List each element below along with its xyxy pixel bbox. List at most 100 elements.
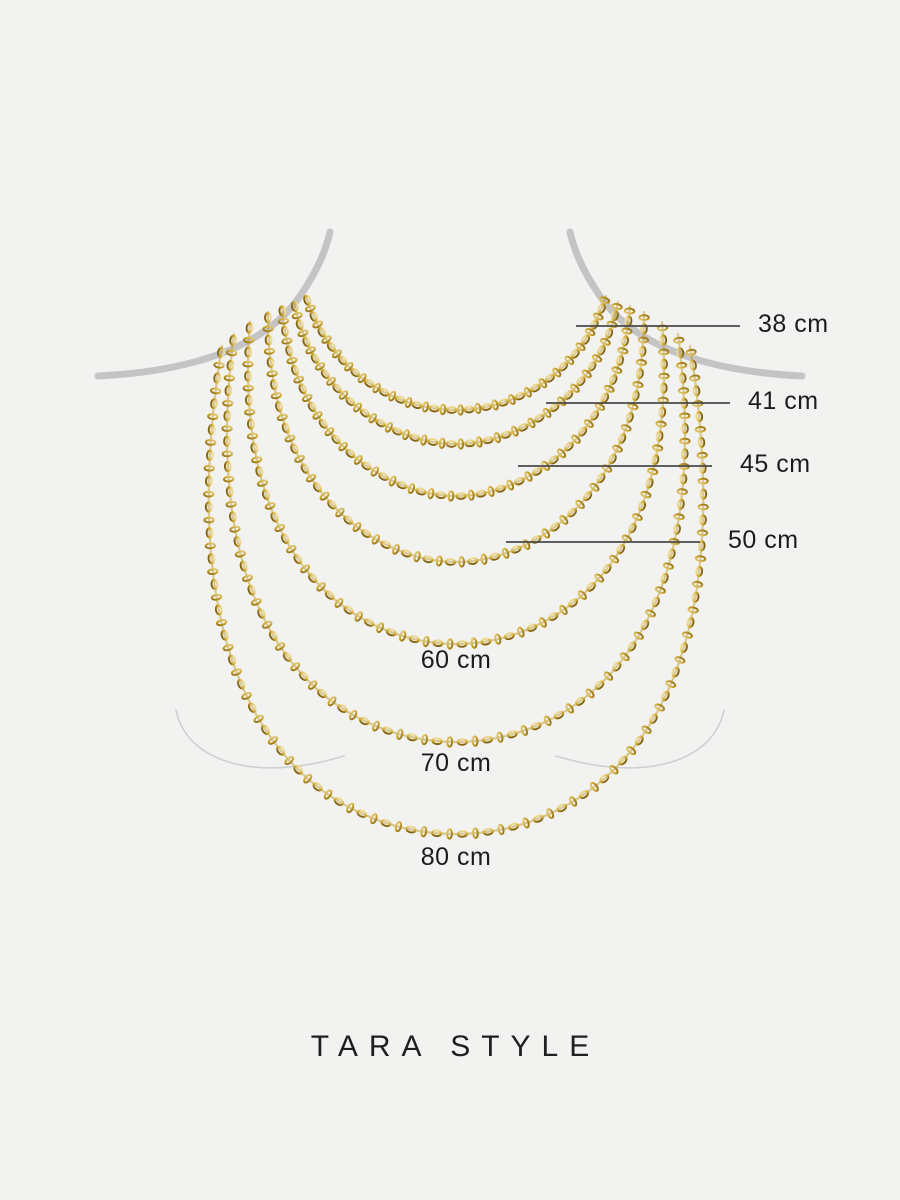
chain-link xyxy=(491,399,499,411)
chain-link xyxy=(248,702,257,713)
chain-link xyxy=(370,466,380,477)
chain-link xyxy=(213,372,222,384)
chain-link xyxy=(645,609,656,618)
chain-link xyxy=(372,382,381,394)
chain-link xyxy=(293,764,304,775)
chain-link xyxy=(480,402,493,411)
chain-link xyxy=(217,346,225,358)
chain-link xyxy=(372,720,380,732)
chain-link xyxy=(317,326,327,338)
chain-link xyxy=(405,825,417,834)
chain-link xyxy=(604,327,614,339)
chain-link xyxy=(541,528,551,539)
chain-link xyxy=(609,765,619,775)
chain-link xyxy=(546,808,555,819)
chain-link xyxy=(688,359,697,371)
chain-link xyxy=(354,611,363,622)
chain-link xyxy=(447,490,455,502)
chain-link xyxy=(654,586,666,594)
chain-link xyxy=(564,441,574,452)
chain-link xyxy=(510,425,519,437)
chain-link xyxy=(290,662,301,672)
chain-link xyxy=(506,730,518,739)
chain-link xyxy=(277,317,290,325)
necklace-70 xyxy=(221,332,691,748)
chain-link xyxy=(530,721,542,731)
necklace-80 xyxy=(203,344,709,840)
chain-link xyxy=(553,710,565,720)
chain-link xyxy=(679,437,691,445)
chain-link xyxy=(620,424,632,432)
chain-link xyxy=(241,691,252,700)
chain-link xyxy=(456,829,469,838)
chain-link xyxy=(388,390,397,402)
chain-link xyxy=(635,359,648,366)
chain-link xyxy=(510,545,522,554)
chain-link xyxy=(543,715,552,727)
chain-link xyxy=(687,606,699,614)
chain-link xyxy=(332,383,342,394)
chain-link xyxy=(264,312,272,324)
chain-link xyxy=(326,341,337,352)
chain-link xyxy=(338,441,348,452)
chain-link xyxy=(262,325,274,333)
chain-link xyxy=(639,323,648,335)
chain-link xyxy=(627,402,639,411)
chain-link xyxy=(647,467,659,476)
chain-link xyxy=(207,413,219,421)
chain-link xyxy=(625,411,634,423)
chain-link xyxy=(295,319,304,330)
chain-link xyxy=(204,438,217,446)
chain-link xyxy=(676,488,688,496)
chain-link xyxy=(674,656,686,664)
chain-link xyxy=(246,432,259,440)
chain-link xyxy=(457,438,465,450)
chain-link xyxy=(602,563,612,574)
chain-link xyxy=(411,400,423,409)
chain-link xyxy=(380,818,392,828)
chain-link xyxy=(662,562,674,570)
chain-link xyxy=(261,724,271,735)
chain-link xyxy=(324,590,335,600)
chain-link xyxy=(204,542,217,550)
chain-link xyxy=(508,822,520,831)
chain-link xyxy=(696,529,709,537)
chain-link xyxy=(685,348,697,356)
chain-link xyxy=(318,418,328,429)
chain-link xyxy=(699,514,707,526)
chain-link xyxy=(398,630,407,642)
chain-link xyxy=(270,392,283,400)
necklace-50 xyxy=(262,310,650,568)
chain-link xyxy=(532,814,544,823)
chain-link xyxy=(627,641,637,652)
chain-link xyxy=(274,642,286,651)
chain-link xyxy=(237,678,246,690)
chain-link xyxy=(244,408,256,416)
chain-link xyxy=(541,460,550,471)
chain-link xyxy=(651,596,660,608)
chain-link xyxy=(276,745,286,756)
chain-link xyxy=(384,421,393,433)
chain-link xyxy=(586,581,596,592)
chain-link xyxy=(203,490,215,498)
chain-link xyxy=(242,360,254,368)
chain-link xyxy=(678,412,691,420)
chain-link xyxy=(531,466,543,476)
chain-link xyxy=(435,491,447,500)
size-label-80cm: 80 cm xyxy=(420,843,492,871)
chain-link xyxy=(304,304,316,313)
chain-link xyxy=(633,631,644,640)
chain-link xyxy=(470,637,478,649)
chain-link xyxy=(445,440,457,448)
size-label-60cm: 60 cm xyxy=(420,646,492,674)
chain-link xyxy=(422,555,434,564)
chain-link xyxy=(247,418,255,430)
chain-link xyxy=(438,437,446,449)
chain-link xyxy=(363,618,375,627)
chain-link xyxy=(496,731,504,743)
chain-link xyxy=(338,390,349,400)
chain-link xyxy=(552,367,562,378)
chain-link xyxy=(596,472,606,484)
chain-link xyxy=(568,796,578,807)
chain-link xyxy=(303,773,313,784)
